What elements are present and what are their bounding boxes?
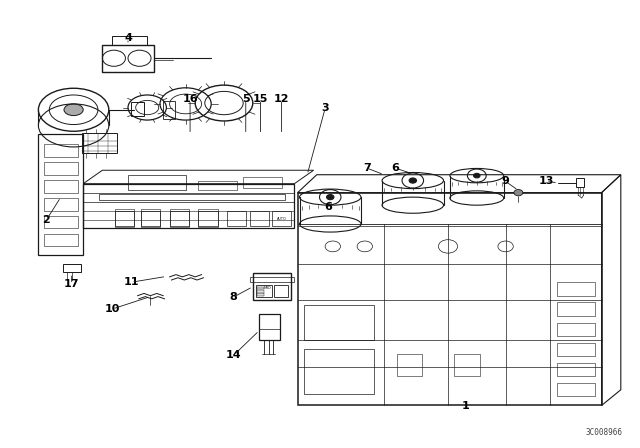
Bar xyxy=(243,177,282,188)
Bar xyxy=(170,209,189,227)
Bar xyxy=(557,383,595,396)
Text: 13: 13 xyxy=(538,177,554,186)
Bar xyxy=(63,264,81,272)
Text: 17: 17 xyxy=(64,280,79,289)
Bar xyxy=(557,343,595,356)
Bar xyxy=(557,323,595,336)
Text: 3C008966: 3C008966 xyxy=(585,428,622,437)
Bar xyxy=(198,209,218,227)
Bar xyxy=(99,194,285,200)
Bar xyxy=(141,209,160,227)
Bar xyxy=(44,144,78,157)
Bar xyxy=(44,216,78,228)
Text: 14: 14 xyxy=(226,350,241,360)
Bar xyxy=(44,234,78,246)
Bar xyxy=(250,277,294,282)
Bar xyxy=(259,314,280,340)
Bar xyxy=(115,209,134,227)
Bar xyxy=(44,180,78,193)
Bar xyxy=(397,354,422,376)
Bar xyxy=(170,211,189,226)
Text: 3: 3 xyxy=(321,103,329,113)
Text: 11: 11 xyxy=(124,277,139,287)
Circle shape xyxy=(474,173,480,178)
Text: 12: 12 xyxy=(274,95,289,104)
Bar xyxy=(141,211,160,226)
Bar xyxy=(131,102,144,116)
Text: 6: 6 xyxy=(391,163,399,173)
Bar xyxy=(102,45,154,72)
Bar xyxy=(44,162,78,175)
Text: 4: 4 xyxy=(124,33,132,43)
Text: AUTO: AUTO xyxy=(276,217,287,220)
Bar xyxy=(454,354,480,376)
Bar xyxy=(257,290,264,293)
Bar xyxy=(274,285,288,297)
Bar xyxy=(227,211,246,226)
Bar xyxy=(256,285,272,297)
Text: MIO: MIO xyxy=(264,286,271,290)
Bar xyxy=(557,363,595,376)
Bar xyxy=(253,273,291,300)
Bar xyxy=(298,193,602,405)
Circle shape xyxy=(409,178,417,183)
Bar xyxy=(115,211,134,226)
Text: 8: 8 xyxy=(230,292,237,302)
Ellipse shape xyxy=(64,104,83,116)
Bar xyxy=(112,36,147,45)
Bar xyxy=(250,211,269,226)
Bar xyxy=(557,282,595,296)
Circle shape xyxy=(514,190,523,196)
Bar xyxy=(272,211,291,226)
Text: 6: 6 xyxy=(324,202,332,212)
Text: 2: 2 xyxy=(42,215,50,225)
Text: 7: 7 xyxy=(363,163,371,173)
Circle shape xyxy=(326,194,334,200)
Bar xyxy=(257,287,264,289)
Text: 1: 1 xyxy=(462,401,470,411)
Bar xyxy=(198,211,218,226)
Bar xyxy=(198,181,237,190)
Bar xyxy=(304,349,374,394)
Text: 15: 15 xyxy=(253,95,268,104)
Bar xyxy=(257,293,264,296)
Bar xyxy=(44,198,78,211)
Bar xyxy=(163,101,175,119)
Text: 9: 9 xyxy=(502,177,509,186)
Bar xyxy=(128,175,186,190)
Bar xyxy=(557,302,595,316)
Bar xyxy=(304,305,374,340)
Text: 5: 5 xyxy=(242,95,250,104)
Text: 10: 10 xyxy=(104,304,120,314)
Bar xyxy=(576,178,584,187)
Text: 16: 16 xyxy=(182,95,198,104)
Bar xyxy=(82,133,117,153)
